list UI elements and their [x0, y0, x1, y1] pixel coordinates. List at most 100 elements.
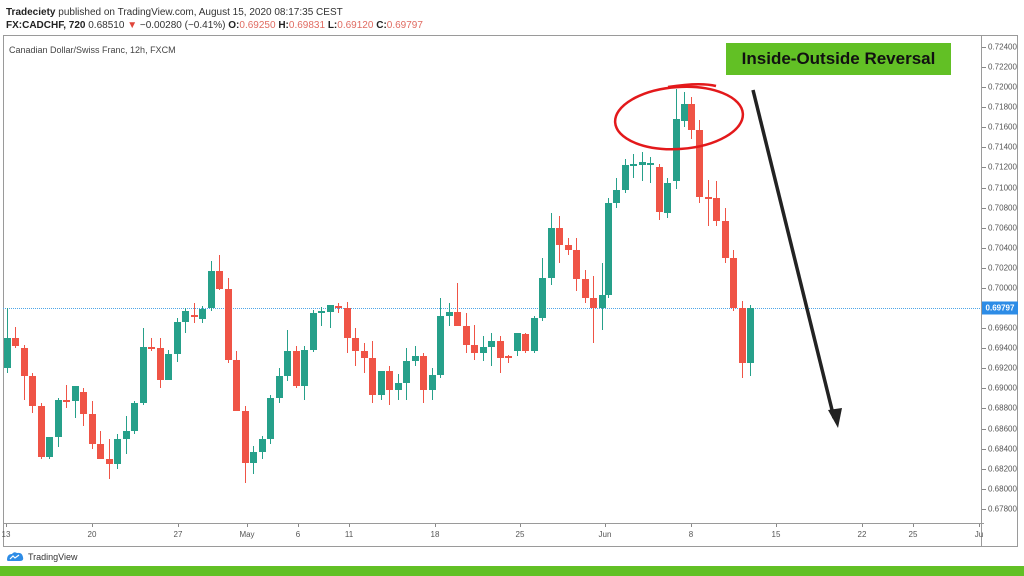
time-tick-label: 20	[87, 530, 97, 539]
brand-name: TradingView	[28, 551, 78, 562]
time-tick	[520, 524, 521, 527]
price-tick	[982, 67, 986, 69]
low-label: L:	[327, 20, 338, 31]
time-tick-label: 15	[771, 530, 781, 539]
chart-frame	[3, 35, 1018, 547]
price-tick	[982, 47, 986, 48]
price-tick	[982, 227, 986, 229]
symbol-label: FX:CADCHF, 720	[6, 20, 86, 31]
price-tick	[982, 508, 986, 510]
price-tick-label: 0.68400	[988, 444, 1017, 454]
price-tick-label: 0.71000	[988, 183, 1017, 193]
price-tick-label: 0.68200	[988, 464, 1017, 474]
close-label: C:	[376, 20, 387, 31]
price-tick	[982, 348, 986, 350]
price-tick	[982, 167, 986, 169]
price-tick	[982, 207, 986, 209]
footer-bar	[0, 566, 1024, 576]
time-tick-label: 6	[295, 530, 301, 539]
price-tick-label: 0.70600	[988, 223, 1017, 233]
price-tick	[982, 87, 986, 89]
price-tick-label: 0.67800	[988, 504, 1017, 514]
price-tick	[982, 287, 986, 289]
time-tick	[92, 524, 93, 527]
tradingview-logo-icon	[7, 552, 24, 561]
open-label: O:	[228, 20, 240, 31]
time-tick-label: 22	[857, 530, 867, 539]
time-tick-label: 25	[515, 530, 525, 539]
price-tick-label: 0.69200	[988, 363, 1017, 373]
time-tick	[6, 524, 7, 527]
time-tick	[691, 524, 692, 527]
high-value: 0.69831	[288, 20, 326, 31]
low-value: 0.69120	[337, 20, 374, 31]
annotation-label: Inside-Outside Reversal	[726, 43, 951, 75]
price-tick	[982, 127, 986, 129]
price-tick-label: 0.69000	[988, 383, 1017, 393]
price-tick-label: 0.68600	[988, 424, 1017, 434]
time-tick	[913, 524, 914, 527]
chart-title: Canadian Dollar/Swiss Franc, 12h, FXCM	[9, 45, 176, 55]
price-axis[interactable]: 0.72400 0.72200 0.72000 0.71800 0.71600 0.714…	[981, 35, 1019, 547]
open-value: 0.69250	[239, 20, 276, 31]
time-tick	[298, 524, 299, 527]
time-tick-label: 27	[173, 530, 183, 539]
price-tick-label: 0.69600	[988, 323, 1017, 333]
tradingview-brand[interactable]: TradingView	[6, 551, 78, 562]
time-tick	[247, 524, 248, 527]
price-tick-label: 0.71400	[988, 142, 1017, 152]
publisher-name: Tradeciety	[6, 7, 56, 18]
publish-info: Tradeciety published on TradingView.com,…	[6, 7, 343, 18]
price-tick	[982, 488, 986, 490]
time-tick	[435, 524, 436, 527]
price-tick-label: 0.72000	[988, 82, 1017, 92]
price-tick	[982, 448, 986, 450]
time-tick	[349, 524, 350, 527]
price-tick-label: 0.70800	[988, 203, 1017, 213]
plot-area[interactable]	[3, 35, 984, 523]
time-tick-label: 25	[908, 530, 918, 539]
price-tick	[982, 147, 986, 149]
last-value: 0.68510	[88, 20, 125, 31]
time-tick	[605, 524, 606, 527]
price-tick-label: 0.71800	[988, 102, 1017, 112]
price-tick	[982, 468, 986, 470]
last-price-badge: 0.69797	[982, 301, 1018, 315]
down-arrow-icon: ▼	[127, 20, 138, 31]
price-tick	[982, 328, 986, 330]
price-tick	[982, 247, 986, 249]
time-tick-label: 13	[1, 530, 11, 539]
price-tick-label: 0.71600	[988, 122, 1017, 132]
price-tick-label: 0.68800	[988, 403, 1017, 413]
time-tick-label: 18	[430, 530, 440, 539]
time-tick	[979, 524, 980, 527]
time-tick-label: 8	[688, 530, 694, 539]
price-tick-label: 0.69400	[988, 343, 1017, 353]
time-tick-label: 11	[344, 530, 354, 539]
time-tick-label: Jun	[598, 530, 612, 539]
time-tick	[862, 524, 863, 527]
close-value: 0.69797	[386, 20, 423, 31]
high-label: H:	[278, 20, 289, 31]
time-axis[interactable]: 13 20 27 May 6 11 18 25 Jun 8 15 22 25 Ju	[1, 523, 984, 548]
time-tick	[178, 524, 179, 527]
price-tick	[982, 368, 986, 370]
time-tick-label: May	[239, 530, 255, 539]
symbol-info: FX:CADCHF, 720 0.68510 ▼ −0.00280 (−0.41…	[6, 20, 423, 31]
price-tick	[982, 107, 986, 109]
price-tick-label: 0.70000	[988, 283, 1017, 293]
price-tick-label: 0.68000	[988, 484, 1017, 494]
last-price-line	[3, 308, 984, 310]
price-tick	[982, 408, 986, 410]
price-tick-label: 0.70200	[988, 263, 1017, 273]
time-tick-label: Ju	[974, 530, 984, 539]
price-tick-label: 0.72400	[988, 42, 1017, 52]
price-tick	[982, 187, 986, 189]
change-value: −0.00280 (−0.41%)	[139, 20, 226, 31]
price-tick	[982, 267, 986, 269]
price-tick-label: 0.71200	[988, 162, 1017, 172]
publish-text: published on TradingView.com, August 15,…	[58, 7, 343, 18]
price-tick	[982, 388, 986, 390]
price-tick-label: 0.72200	[988, 62, 1017, 72]
price-tick-label: 0.70400	[988, 243, 1017, 253]
